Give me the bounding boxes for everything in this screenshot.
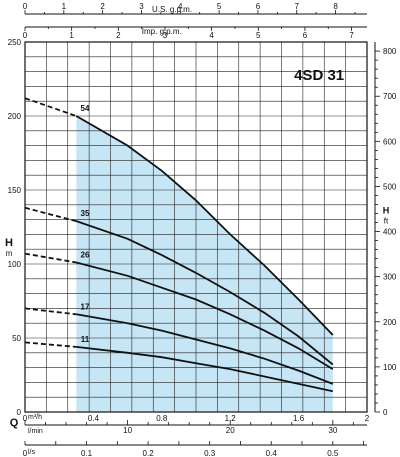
tick-label-m3h: 0 bbox=[23, 414, 28, 423]
imp-gpm-tick-label: 4 bbox=[209, 31, 214, 40]
tick-label-ls: 0.5 bbox=[327, 449, 339, 457]
curve-26 bbox=[76, 261, 334, 370]
axis-unit-lmin: l/min bbox=[28, 428, 43, 435]
tick-label-left: 0 bbox=[17, 408, 22, 417]
chart-title: 4SD 31 bbox=[294, 67, 344, 84]
imp-gpm-tick-label: 3 bbox=[163, 31, 168, 40]
tick-label-right: 100 bbox=[383, 363, 397, 372]
axis-unit-m3h: m³/h bbox=[28, 414, 42, 421]
imp-gpm-tick-label: 7 bbox=[349, 31, 354, 40]
us-gpm-tick-label: 3 bbox=[139, 2, 144, 11]
tick-label-right: 0 bbox=[383, 408, 388, 417]
curve-35-dashed bbox=[24, 206, 77, 222]
plot-frame bbox=[24, 41, 368, 413]
tick-label-left: 50 bbox=[12, 334, 21, 343]
tick-label-right: 200 bbox=[383, 318, 397, 327]
curves-layer bbox=[24, 97, 334, 393]
imp-gpm-tick-label: 1 bbox=[69, 31, 74, 40]
curve-label-54: 54 bbox=[81, 104, 90, 113]
imp-gpm-tick-label: 2 bbox=[116, 31, 121, 40]
labels-layer: 5435261711050100150200250Hm0100200300400… bbox=[5, 2, 397, 457]
axis-label-h-right: H bbox=[383, 206, 390, 216]
axis-unit-ls: l/s bbox=[28, 449, 36, 456]
tick-label-ls: 0 bbox=[23, 449, 28, 457]
curve-26-dashed bbox=[24, 252, 77, 264]
tick-label-right: 800 bbox=[383, 47, 397, 56]
tick-label-m3h: 0.8 bbox=[156, 414, 168, 423]
tick-label-ls: 0.3 bbox=[204, 449, 216, 457]
imp-gpm-tick-label: 5 bbox=[256, 31, 261, 40]
tick-label-ls: 0.4 bbox=[266, 449, 278, 457]
axes-layer bbox=[24, 10, 380, 446]
tick-label-left: 150 bbox=[8, 186, 22, 195]
axis-label-us-gpm: U.S. g.p.m. bbox=[152, 5, 192, 14]
tick-label-left: 200 bbox=[8, 112, 22, 121]
curve-54-dashed bbox=[24, 97, 77, 117]
tick-label-m3h: 1.6 bbox=[293, 414, 305, 423]
imp-gpm-tick-label: 0 bbox=[23, 31, 28, 40]
tick-label-ls: 0.1 bbox=[81, 449, 93, 457]
axis-label-h-left: H bbox=[5, 237, 13, 249]
curve-11-dashed bbox=[24, 341, 77, 348]
curve-label-17: 17 bbox=[81, 302, 90, 311]
curve-35 bbox=[76, 220, 334, 366]
us-gpm-tick-label: 7 bbox=[295, 2, 300, 11]
tick-label-lmin: 30 bbox=[328, 426, 337, 435]
tick-label-right: 300 bbox=[383, 273, 397, 282]
tick-label-m3h: 2 bbox=[365, 414, 370, 423]
tick-label-m3h: 0.4 bbox=[88, 414, 100, 423]
tick-label-lmin: 20 bbox=[226, 426, 235, 435]
curve-11 bbox=[76, 346, 333, 393]
tick-label-right: 400 bbox=[383, 228, 397, 237]
us-gpm-tick-label: 5 bbox=[217, 2, 222, 11]
us-gpm-tick-label: 2 bbox=[100, 2, 105, 11]
tick-label-ls: 0.2 bbox=[143, 449, 155, 457]
axis-unit-h-left: m bbox=[6, 249, 13, 258]
tick-label-left: 100 bbox=[8, 260, 22, 269]
us-gpm-tick-label: 8 bbox=[333, 2, 338, 11]
tick-label-right: 500 bbox=[383, 182, 397, 191]
curve-54 bbox=[75, 115, 334, 336]
curve-label-26: 26 bbox=[81, 251, 90, 260]
axis-unit-h-right: ft bbox=[384, 217, 389, 226]
tick-label-right: 700 bbox=[383, 92, 397, 101]
curve-label-11: 11 bbox=[81, 335, 90, 344]
curve-label-35: 35 bbox=[81, 209, 90, 218]
tick-label-left: 250 bbox=[8, 38, 22, 47]
us-gpm-tick-label: 1 bbox=[62, 2, 67, 11]
tick-label-right: 600 bbox=[383, 137, 397, 146]
curve-17 bbox=[76, 313, 334, 385]
tick-label-m3h: 1.2 bbox=[225, 414, 237, 423]
us-gpm-tick-label: 0 bbox=[23, 2, 28, 11]
tick-label-lmin: 10 bbox=[123, 426, 132, 435]
imp-gpm-tick-label: 6 bbox=[303, 31, 308, 40]
axis-label-q: Q bbox=[10, 417, 19, 429]
axis-label-imp-gpm: Imp. g.p.m. bbox=[142, 27, 182, 36]
curve-17-dashed bbox=[24, 307, 77, 316]
us-gpm-tick-label: 4 bbox=[178, 2, 183, 11]
grid-layer bbox=[24, 41, 368, 413]
us-gpm-tick-label: 6 bbox=[256, 2, 261, 11]
